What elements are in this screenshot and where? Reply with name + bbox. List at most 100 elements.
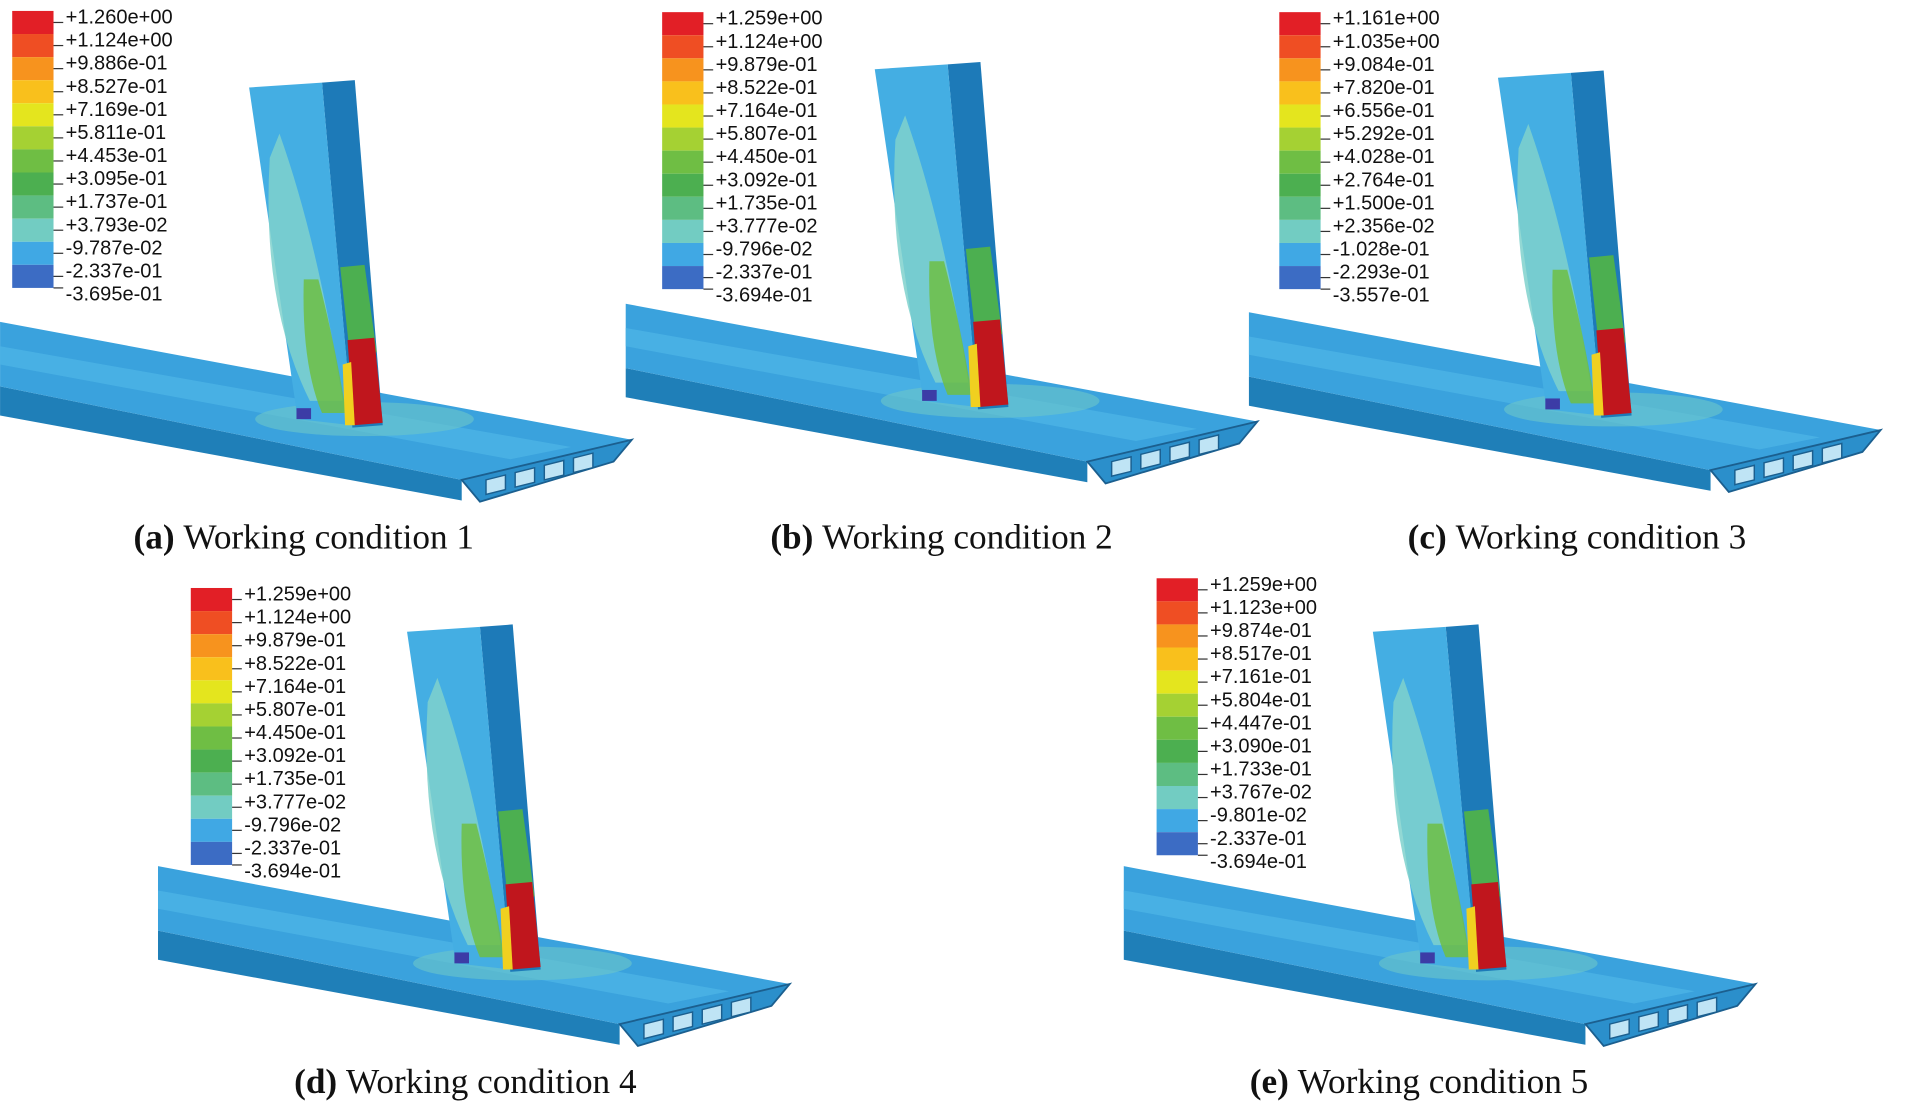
legend-band (190, 634, 233, 658)
legend-band (190, 772, 233, 796)
legend-label: +2.764e-01 (1333, 169, 1435, 191)
legend-band (662, 196, 704, 220)
legend-label: -2.337e-01 (66, 260, 163, 282)
legend-band (1156, 578, 1198, 602)
legend-label: -9.796e-02 (244, 814, 341, 836)
legend-label: +4.028e-01 (1333, 146, 1435, 168)
legend-label: +4.450e-01 (244, 722, 346, 744)
legend-band (190, 749, 233, 773)
legend-label: +3.095e-01 (66, 168, 168, 190)
column-side-red (505, 881, 541, 970)
panel: +1.161e+00+1.035e+00+9.084e-01+7.820e-01… (1248, 8, 1884, 557)
legend-label: +4.450e-01 (716, 146, 818, 168)
legend-label: +5.804e-01 (1210, 689, 1312, 711)
slab-cell (730, 996, 752, 1018)
panel: +1.260e+00+1.124e+00+9.886e-01+8.527e-01… (0, 7, 635, 557)
caption-tag: (c) (1408, 518, 1447, 557)
legend-label: -2.337e-01 (1210, 828, 1307, 850)
legend-band (12, 172, 54, 196)
slab-side (1123, 930, 1586, 1045)
fe-model (1248, 70, 1884, 494)
legend-band (12, 57, 54, 81)
caption: (a) Working condition 1 (134, 518, 475, 557)
caption-space (1447, 518, 1456, 557)
legend-label: -3.557e-01 (1333, 285, 1430, 307)
legend: +1.260e+00+1.124e+00+9.886e-01+8.527e-01… (12, 7, 173, 306)
legend-label: +3.092e-01 (244, 745, 346, 767)
legend-label: +9.879e-01 (716, 54, 818, 76)
legend-label: +8.522e-01 (716, 77, 818, 99)
legend-label: -2.293e-01 (1333, 262, 1430, 284)
legend-label: -2.337e-01 (244, 837, 341, 859)
column-edge-yellow (1466, 906, 1479, 970)
legend-band (662, 150, 704, 174)
slab-side (0, 386, 462, 501)
panel: +1.259e+00+1.123e+00+9.874e-01+8.517e-01… (1123, 574, 1758, 1101)
legend: +1.161e+00+1.035e+00+9.084e-01+7.820e-01… (1279, 8, 1440, 307)
legend-band (1279, 58, 1321, 82)
legend-label: +1.124e+00 (716, 31, 823, 53)
legend-label: +1.737e-01 (66, 191, 168, 213)
legend-band (190, 680, 233, 704)
fe-model (157, 624, 793, 1048)
legend-label: +1.259e+00 (1210, 574, 1317, 596)
legend-label: +1.161e+00 (1333, 8, 1440, 30)
fe-model (625, 61, 1260, 485)
column-base-blue (922, 389, 937, 401)
legend-band (12, 241, 54, 265)
caption-text: Working condition 2 (822, 518, 1113, 557)
column-side-red (1596, 328, 1632, 416)
column-side-green (1463, 809, 1501, 899)
caption-tag: (e) (1250, 1062, 1289, 1101)
slab-side (157, 930, 620, 1045)
legend-label: -3.694e-01 (716, 285, 813, 307)
caption: (b) Working condition 2 (770, 518, 1112, 557)
legend: +1.259e+00+1.124e+00+9.879e-01+8.522e-01… (662, 8, 823, 307)
legend-band (1279, 104, 1321, 128)
legend-band (1279, 12, 1321, 36)
legend-band (12, 195, 54, 219)
legend-band (1156, 624, 1198, 648)
legend-label: -9.796e-02 (716, 239, 813, 261)
slab-cell (485, 474, 507, 496)
caption: (e) Working condition 5 (1250, 1062, 1589, 1101)
legend-band (190, 795, 233, 819)
legend-band (1279, 242, 1321, 267)
slab-cell (1667, 1003, 1689, 1026)
legend-label: -3.694e-01 (1210, 851, 1307, 873)
legend-band (190, 818, 233, 842)
legend-band (12, 264, 54, 288)
legend-band (190, 703, 233, 727)
legend-band (662, 173, 704, 197)
legend-label: +4.453e-01 (66, 145, 168, 167)
caption-space (1289, 1062, 1298, 1101)
legend-label: +9.886e-01 (66, 53, 168, 75)
legend-label: -3.695e-01 (66, 284, 163, 306)
legend-label: +7.164e-01 (244, 676, 346, 698)
legend-band (1156, 716, 1198, 740)
slab-cell (1198, 434, 1220, 456)
slab-cell (1608, 1018, 1630, 1040)
legend-label: +6.556e-01 (1333, 100, 1435, 122)
legend-label: -1.028e-01 (1333, 239, 1430, 261)
legend-band (1279, 196, 1321, 220)
legend-label: +1.259e+00 (244, 584, 351, 606)
slab-cell (1638, 1011, 1660, 1033)
column-side-red (973, 319, 1009, 407)
legend-label: +8.517e-01 (1210, 643, 1312, 665)
slab-cell (1792, 449, 1814, 472)
caption: (c) Working condition 3 (1408, 518, 1747, 557)
panel: +1.259e+00+1.124e+00+9.879e-01+8.522e-01… (625, 8, 1260, 557)
legend-label: +3.793e-02 (66, 214, 168, 236)
caption-text: Working condition 1 (183, 518, 474, 557)
slab-cell (1140, 448, 1161, 470)
legend-label: +1.500e-01 (1333, 192, 1435, 214)
legend-label: +9.084e-01 (1333, 54, 1435, 76)
legend-band (662, 12, 704, 36)
column-edge-yellow (968, 343, 981, 407)
caption-text: Working condition 3 (1456, 518, 1747, 557)
caption-tag: (a) (134, 518, 175, 557)
slab-side (1248, 376, 1711, 491)
